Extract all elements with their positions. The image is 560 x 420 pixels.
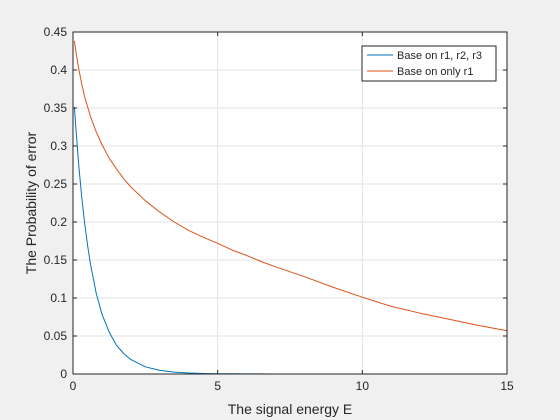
legend: Base on r1, r2, r3 Base on only r1	[361, 45, 497, 82]
axes-frame	[72, 31, 508, 375]
y-tick-label: 0.45	[44, 25, 68, 39]
tick-labels: 0 5 10 15 0 0.05 0.1 0.15 0.2 0.25 0.3 0.35 0.4 0.45	[44, 25, 514, 393]
y-tick-label: 0.25	[44, 177, 68, 191]
x-tick-label: 15	[500, 379, 514, 393]
legend-box	[361, 45, 497, 82]
y-axis-label: The Probability of error	[23, 131, 39, 274]
y-tick-label: 0.15	[44, 253, 68, 267]
y-tick-label: 0.3	[50, 139, 67, 153]
y-tick-label: 0.05	[44, 329, 68, 343]
series-line-2	[73, 41, 508, 332]
y-tick-label: 0.4	[50, 63, 67, 77]
plot-area	[73, 32, 507, 374]
x-tick-label: 0	[70, 379, 77, 393]
x-tick-label: 5	[214, 379, 221, 393]
x-axis-label: The signal energy E	[228, 401, 353, 417]
legend-label-series-1: Base on r1, r2, r3	[397, 50, 482, 62]
tick-marks	[72, 31, 508, 375]
y-tick-label: 0.35	[44, 101, 68, 115]
legend-label-series-2: Base on only r1	[397, 66, 473, 78]
y-tick-label: 0	[60, 367, 67, 381]
x-tick-label: 10	[356, 379, 370, 393]
y-tick-label: 0.2	[50, 215, 67, 229]
y-tick-label: 0.1	[50, 291, 67, 305]
